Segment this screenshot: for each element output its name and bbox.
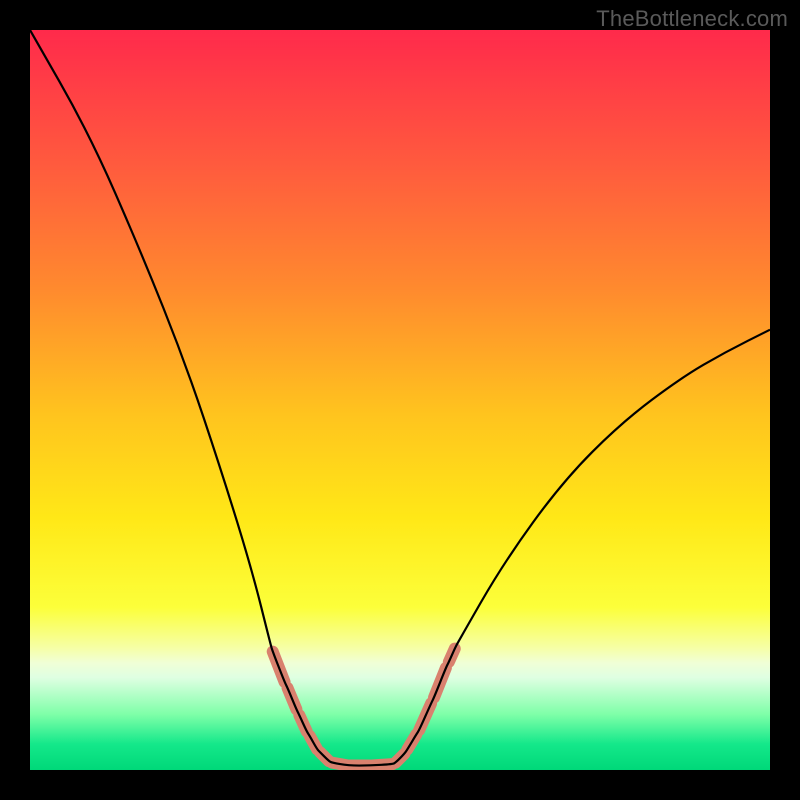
- watermark-text: TheBottleneck.com: [596, 6, 788, 32]
- bottleneck-curve-chart: [30, 30, 770, 770]
- chart-frame: TheBottleneck.com: [0, 0, 800, 800]
- gradient-background: [30, 30, 770, 770]
- plot-area: [30, 30, 770, 770]
